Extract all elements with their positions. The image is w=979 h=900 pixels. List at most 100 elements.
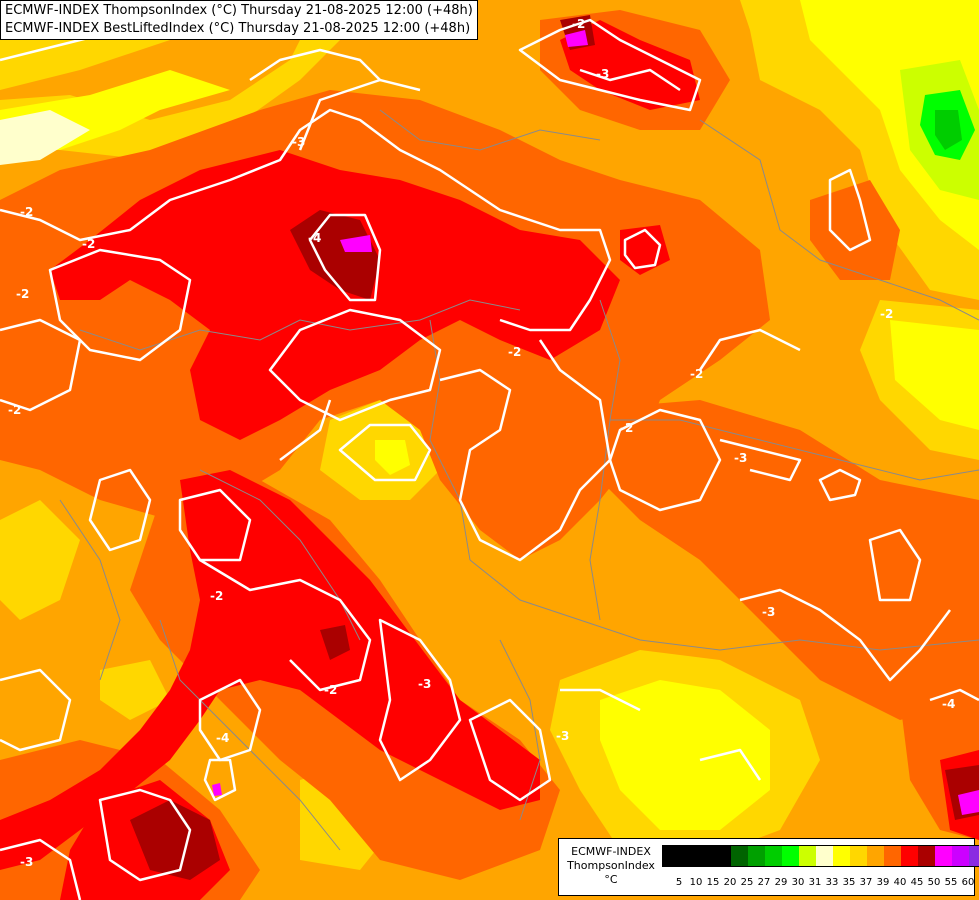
contour-label: -4 bbox=[308, 231, 321, 245]
color-legend: ECMWF-INDEX ThompsonIndex °C 5 10 15 20 25 27… bbox=[558, 838, 979, 896]
legend-tick: 37 bbox=[859, 877, 873, 888]
legend-tick: 45 bbox=[910, 877, 924, 888]
border-9 bbox=[499, 639, 541, 821]
legend-swatch bbox=[850, 846, 867, 866]
legend-swatch bbox=[782, 846, 799, 866]
contour-13 bbox=[623, 228, 662, 270]
contour-21 bbox=[468, 698, 552, 802]
zone-magenta-1 bbox=[340, 235, 372, 252]
contour-27 bbox=[88, 468, 152, 552]
contour-10 bbox=[608, 408, 722, 512]
contour-label: -2 bbox=[508, 345, 521, 359]
zone-magenta-2 bbox=[565, 30, 588, 47]
zone-magenta-3 bbox=[958, 790, 979, 815]
contour-label: -3 bbox=[596, 67, 609, 81]
zone-magenta-4 bbox=[212, 783, 222, 796]
contour-20 bbox=[378, 618, 462, 782]
zone-darkorange-e bbox=[580, 400, 979, 720]
legend-swatch bbox=[731, 846, 748, 866]
zone-pale-nw bbox=[0, 110, 90, 165]
title-best-lifted-index: ECMWF-INDEX BestLiftedIndex (°C) Thursda… bbox=[5, 21, 471, 36]
legend-swatch bbox=[918, 846, 935, 866]
contour-5 bbox=[0, 318, 82, 412]
contour-label: -2 bbox=[880, 307, 893, 321]
contour-label: -2 bbox=[82, 237, 95, 251]
contour-14 bbox=[698, 328, 801, 371]
magenta-zones bbox=[212, 30, 979, 815]
legend-tick: 55 bbox=[944, 877, 958, 888]
contour-9 bbox=[439, 339, 612, 562]
legend-tick: 25 bbox=[740, 877, 754, 888]
legend-tick: 10 bbox=[689, 877, 703, 888]
contour-label: -2 bbox=[8, 403, 21, 417]
contour-18 bbox=[178, 488, 252, 562]
legend-tick: 30 bbox=[791, 877, 805, 888]
legend-swatch bbox=[748, 846, 765, 866]
legend-swatch bbox=[765, 846, 782, 866]
contour-15 bbox=[719, 438, 802, 482]
legend-line2: ThompsonIndex bbox=[567, 859, 655, 872]
legend-tick: 5 bbox=[675, 877, 683, 888]
legend-tick: 60 bbox=[961, 877, 975, 888]
contour-1 bbox=[0, 108, 612, 332]
zone-yellow-south bbox=[600, 680, 770, 830]
legend-swatch bbox=[663, 846, 680, 866]
contour-32 bbox=[699, 748, 762, 781]
contour-label: -2 bbox=[620, 421, 633, 435]
zone-red-north bbox=[50, 150, 620, 440]
legend-swatch bbox=[969, 846, 979, 866]
contour-label: -4 bbox=[942, 697, 955, 711]
contour-label: -3 bbox=[762, 605, 775, 619]
border-4 bbox=[589, 299, 621, 621]
legend-swatch bbox=[799, 846, 816, 866]
legend-color-bar bbox=[662, 845, 979, 867]
contour-label: -3 bbox=[20, 855, 33, 869]
legend-tick: 20 bbox=[723, 877, 737, 888]
border-10 bbox=[59, 499, 121, 681]
legend-swatch bbox=[935, 846, 952, 866]
legend-swatch bbox=[714, 846, 731, 866]
legend-swatch bbox=[884, 846, 901, 866]
contour-label: -2 bbox=[690, 367, 703, 381]
contour-label: -2 bbox=[572, 17, 585, 31]
legend-line1: ECMWF-INDEX bbox=[571, 845, 651, 858]
legend-tick: 15 bbox=[706, 877, 720, 888]
legend-tick: 27 bbox=[757, 877, 771, 888]
contour-11 bbox=[518, 18, 702, 112]
contour-label: -4 bbox=[216, 731, 229, 745]
legend-tick: 50 bbox=[927, 877, 941, 888]
contour-24 bbox=[98, 788, 192, 882]
legend-tick: 33 bbox=[825, 877, 839, 888]
zone-gold-sw bbox=[100, 660, 170, 720]
contour-label: -3 bbox=[556, 729, 569, 743]
legend-unit: °C bbox=[604, 873, 618, 886]
contour-29 bbox=[739, 588, 951, 682]
contour-3 bbox=[308, 213, 382, 302]
zone-red-south bbox=[0, 470, 540, 870]
zone-darkred-4 bbox=[320, 625, 350, 660]
contour-26 bbox=[0, 668, 72, 752]
legend-swatch bbox=[901, 846, 918, 866]
legend-tick: 29 bbox=[774, 877, 788, 888]
legend-swatch bbox=[816, 846, 833, 866]
legend-tick: 31 bbox=[808, 877, 822, 888]
legend-swatch bbox=[867, 846, 884, 866]
border-5 bbox=[610, 419, 979, 481]
contour-30 bbox=[868, 528, 922, 602]
legend-swatch bbox=[680, 846, 697, 866]
contour-4 bbox=[48, 248, 192, 362]
zone-red-n bbox=[560, 20, 700, 110]
contour-label: -2 bbox=[16, 287, 29, 301]
zone-darkorange-ne bbox=[810, 180, 900, 280]
legend-swatch bbox=[697, 846, 714, 866]
map-title-box: ECMWF-INDEX ThompsonIndex (°C) Thursday … bbox=[0, 0, 478, 40]
contour-label: -2 bbox=[20, 205, 33, 219]
zone-green-ne2 bbox=[935, 110, 962, 150]
zone-darkred-2 bbox=[130, 800, 220, 880]
contour-19 bbox=[199, 558, 372, 692]
contour-2 bbox=[298, 78, 421, 151]
contour-23 bbox=[203, 758, 237, 802]
contour-25 bbox=[0, 838, 82, 900]
border-11 bbox=[379, 109, 601, 151]
